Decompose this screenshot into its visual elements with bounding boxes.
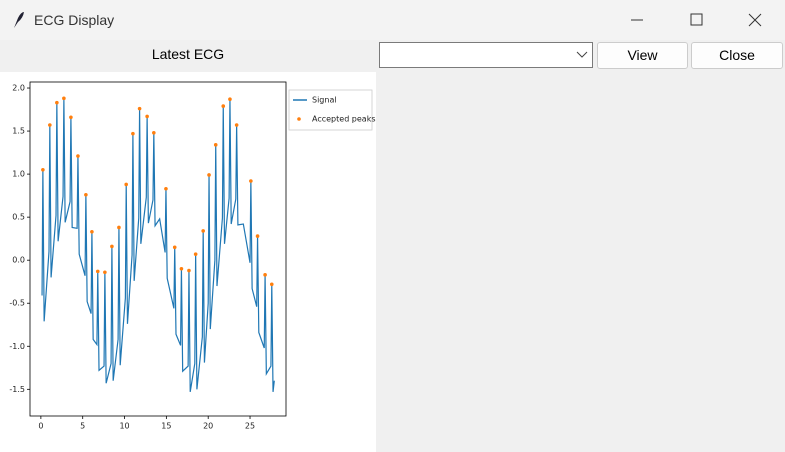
y-tick-label: -1.5 — [9, 385, 25, 394]
legend-label: Signal — [312, 96, 337, 105]
panel-label: Latest ECG — [151, 46, 225, 62]
peak-marker — [41, 168, 45, 172]
peak-marker — [55, 100, 59, 105]
x-tick-label: 10 — [119, 422, 129, 431]
peak-marker — [228, 97, 232, 102]
peak-marker — [207, 173, 211, 177]
peak-marker — [221, 104, 226, 108]
close-window[interactable] — [742, 8, 768, 32]
x-tick-label: 5 — [80, 422, 85, 431]
peak-marker — [179, 266, 184, 271]
peak-marker — [269, 282, 274, 287]
view-button[interactable]: View — [597, 42, 688, 69]
x-tick-label: 15 — [161, 422, 171, 431]
peak-marker — [84, 192, 88, 197]
peak-marker — [145, 114, 149, 119]
peak-marker — [152, 130, 156, 135]
peak-marker — [213, 143, 218, 147]
peak-marker — [263, 273, 267, 277]
chart: -1.5 -1.0 -0.5 0.0 0.5 1.0 1.5 2.0 0 5 10 15 20 25 Sig… — [0, 72, 376, 452]
peak-marker — [95, 269, 100, 274]
plot-area — [29, 81, 287, 417]
peak-marker — [76, 154, 80, 158]
combobox[interactable] — [379, 42, 593, 68]
peak-marker — [48, 123, 52, 127]
y-tick-label: 2.0 — [12, 84, 25, 93]
x-tick-label: 20 — [203, 422, 213, 431]
peak-marker — [172, 245, 177, 250]
peak-marker — [164, 186, 168, 191]
peak-marker — [103, 270, 107, 275]
legend-box — [288, 89, 373, 131]
peak-marker — [187, 268, 191, 273]
peak-marker — [117, 225, 121, 230]
peak-marker — [234, 123, 239, 127]
peak-marker — [201, 229, 205, 233]
peak-marker — [131, 131, 135, 136]
x-tick-label: 25 — [245, 422, 255, 431]
dropdown-arrow — [576, 51, 588, 58]
title-bar: ECG Display — [0, 0, 785, 40]
y-tick-label: 1.0 — [12, 170, 25, 179]
y-tick-label: 0.0 — [12, 256, 25, 265]
close-button[interactable]: Close — [691, 42, 783, 69]
peak-marker — [90, 229, 94, 234]
window-title: ECG Display — [34, 12, 115, 28]
maximize[interactable] — [684, 8, 710, 32]
legend-marker — [297, 117, 301, 121]
y-tick-label: -1.0 — [9, 342, 25, 351]
peak-marker — [124, 182, 129, 187]
legend-label: Accepted peaks — [312, 115, 376, 124]
peak-marker — [255, 234, 260, 238]
y-tick-label: 0.5 — [12, 213, 25, 222]
peak-marker — [193, 252, 198, 256]
peak-marker — [137, 106, 142, 111]
app-icon — [14, 12, 24, 28]
y-tick-label: 1.5 — [12, 127, 25, 136]
peak-marker — [249, 179, 253, 183]
y-tick-label: -0.5 — [9, 299, 25, 308]
peak-marker — [110, 244, 114, 249]
peak-marker — [69, 115, 73, 120]
x-tick-label: 0 — [38, 422, 43, 431]
peak-marker — [62, 96, 66, 101]
minimize[interactable] — [624, 8, 650, 32]
